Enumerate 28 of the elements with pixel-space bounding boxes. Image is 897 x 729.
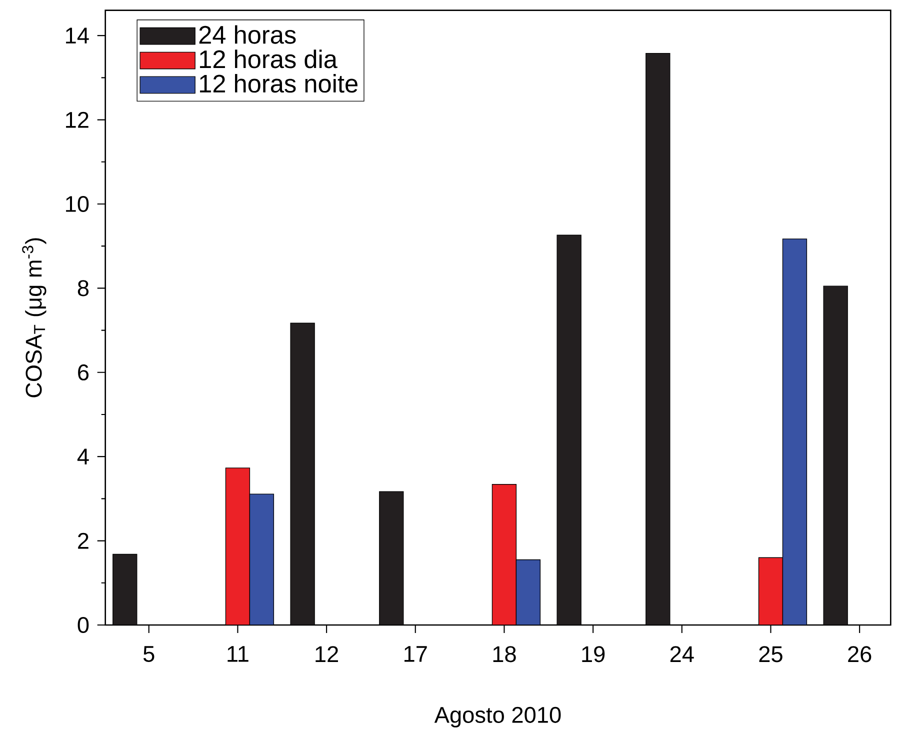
y-tick-label: 8 [78, 280, 89, 296]
legend-label: 12 horas dia [200, 50, 338, 68]
bar [225, 468, 250, 625]
x-tick-label: 17 [404, 646, 427, 662]
x-tick-label: 12 [316, 646, 338, 662]
bar [249, 494, 274, 625]
x-axis-title: Agosto 2010 [434, 706, 561, 728]
x-tick-label: 25 [759, 646, 782, 662]
legend-label: 12 horas noite [200, 74, 358, 93]
y-tick-label: 14 [66, 28, 89, 44]
x-tick-label: 19 [582, 646, 605, 662]
x-tick-label: 11 [228, 646, 248, 662]
x-tick-label: 18 [493, 646, 516, 662]
bar [492, 484, 517, 625]
x-tick-label: 5 [143, 646, 154, 662]
y-tick-label: 10 [66, 196, 89, 212]
bar [758, 557, 784, 625]
y-tick-label: 12 [66, 112, 88, 128]
y-tick-label: 2 [78, 532, 88, 549]
x-tick-label: 24 [670, 646, 694, 662]
y-tick-label: 4 [77, 448, 89, 464]
y-tick-label: 0 [78, 616, 89, 634]
bar [516, 559, 541, 625]
y-axis-title: COSA$_{T}$ (μg m$^{-3}$) [22, 238, 46, 398]
bar [782, 238, 808, 625]
legend-label: 24 horas [199, 25, 296, 44]
y-tick-label: 6 [78, 364, 89, 380]
x-tick-label: 26 [848, 646, 872, 662]
